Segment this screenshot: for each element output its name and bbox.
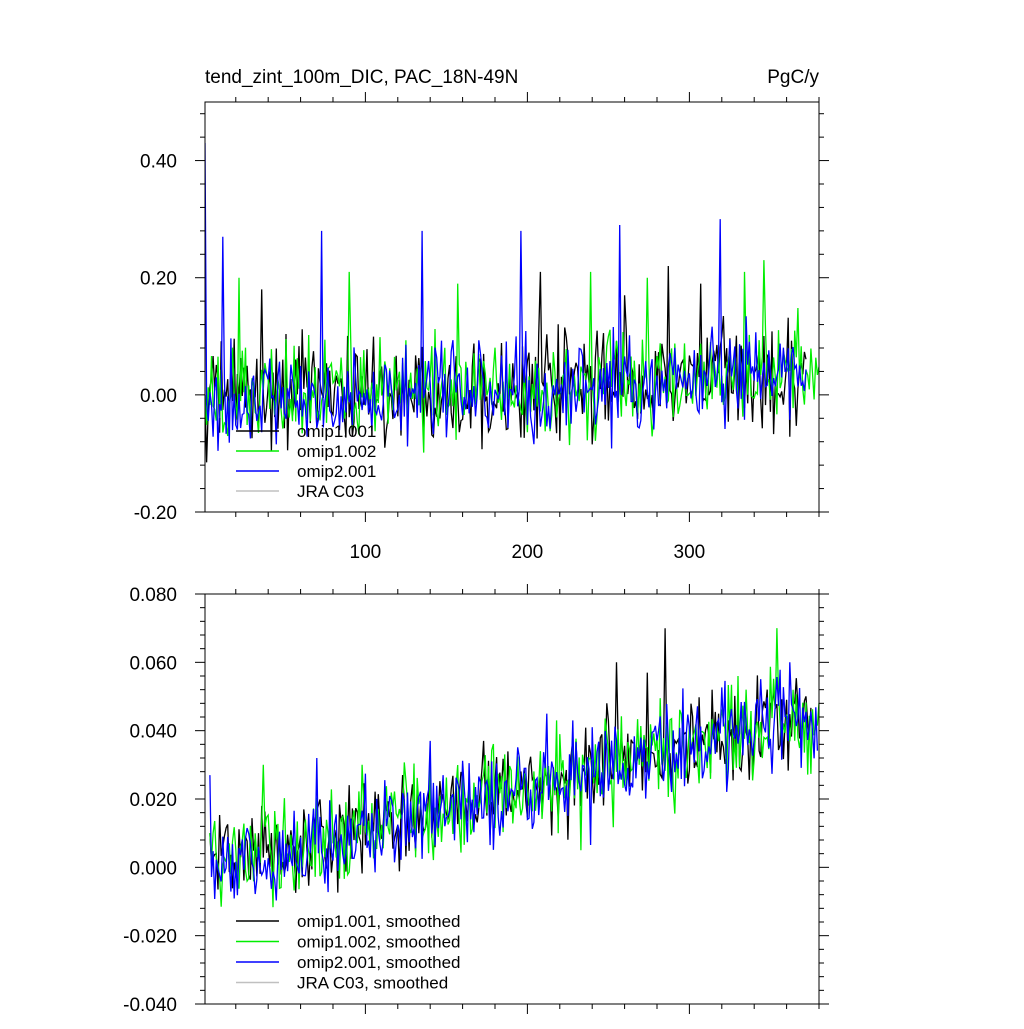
top-y-tick-label: 0.00 (140, 386, 177, 407)
series-line-omip2-001-smoothed (209, 662, 819, 901)
bottom-y-tick-label: 0.020 (129, 790, 177, 811)
bottom-y-tick-label: 0.080 (129, 585, 177, 606)
top-panel-units: PgC/y (767, 67, 819, 88)
top-panel-ticks (195, 92, 829, 522)
bottom-y-tick-label: 0.060 (129, 653, 177, 674)
bottom-y-tick-label: 0.000 (129, 858, 177, 879)
bottom-panel-y-tick-labels: -0.040 -0.020 0.000 0.020 0.040 0.060 0.… (123, 585, 177, 1016)
top-y-tick-label: 0.20 (140, 269, 177, 290)
bottom-panel-legend: omip1.001, smoothed omip1.002, smoothed … (236, 912, 461, 993)
bottom-panel-ticks (195, 584, 829, 1014)
bottom-y-tick-label: -0.020 (123, 927, 177, 948)
bottom-panel-series-group (209, 628, 819, 908)
legend-label-omip1-002: omip1.002 (297, 442, 376, 461)
top-x-tick-label: 100 (350, 542, 382, 563)
top-x-tick-label: 200 (512, 542, 544, 563)
top-panel-legend: omip1.001 omip1.002 omip2.001 JRA C03 (236, 422, 376, 501)
legend-label-jra-c03: JRA C03 (297, 482, 364, 501)
legend-label-omip2-001: omip2.001 (297, 462, 376, 481)
top-panel-frame (204, 101, 820, 513)
top-panel-x-tick-labels: 100 200 300 (350, 542, 706, 563)
top-panel-series-group (205, 142, 819, 463)
bottom-panel-frame (204, 593, 820, 1005)
top-y-tick-label: -0.20 (134, 503, 177, 524)
top-y-tick-label: 0.40 (140, 152, 177, 173)
bottom-y-tick-label: -0.040 (123, 995, 177, 1016)
top-panel-title: tend_zint_100m_DIC, PAC_18N-49N (205, 67, 518, 88)
legend-label-jra-c03-smoothed: JRA C03, smoothed (297, 974, 448, 993)
bottom-y-tick-label: 0.040 (129, 722, 177, 743)
legend-label-omip1-002-smoothed: omip1.002, smoothed (297, 933, 461, 952)
legend-label-omip1-001: omip1.001 (297, 422, 376, 441)
top-panel-y-tick-labels: -0.20 0.00 0.20 0.40 (134, 152, 177, 524)
bottom-panel: -0.040 -0.020 0.000 0.020 0.040 0.060 0.… (123, 584, 829, 1016)
legend-label-omip2-001-smoothed: omip2.001, smoothed (297, 953, 461, 972)
top-panel: tend_zint_100m_DIC, PAC_18N-49N PgC/y -0… (134, 67, 829, 563)
legend-label-omip1-001-smoothed: omip1.001, smoothed (297, 912, 461, 931)
top-x-tick-label: 300 (674, 542, 706, 563)
series-line-omip2-001 (205, 142, 807, 451)
